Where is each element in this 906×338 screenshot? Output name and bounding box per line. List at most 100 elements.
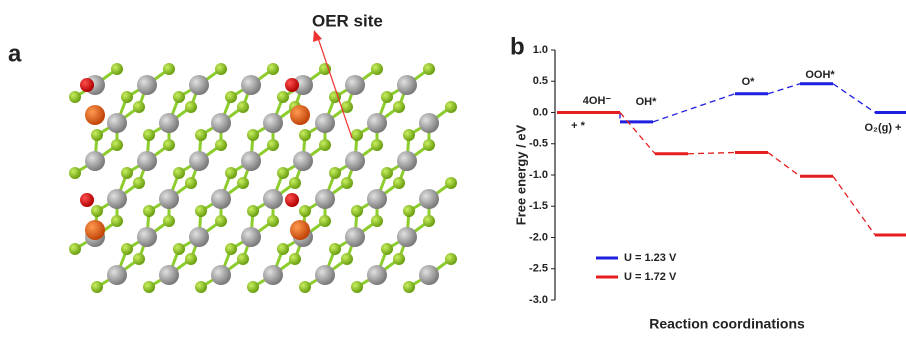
atom [393,253,405,265]
atom [195,129,207,141]
atom [237,101,249,113]
atom [211,265,231,285]
atom [371,139,383,151]
atom [133,253,145,265]
atom [121,91,133,103]
atom [299,281,311,293]
atom [397,75,417,95]
atom [185,177,197,189]
atom [211,189,231,209]
atom [345,75,365,95]
connector [833,176,875,235]
atom [173,91,185,103]
atom [241,227,261,247]
atom [319,215,331,227]
atom [143,205,155,217]
atom [345,151,365,171]
atom [351,281,363,293]
connector [768,84,800,94]
atom [159,113,179,133]
atom [241,151,261,171]
atom [371,63,383,75]
atom [289,177,301,189]
atom [185,101,197,113]
atom [403,129,415,141]
atom [91,281,103,293]
x-axis-label: Reaction coordinations [649,316,805,332]
atom [195,205,207,217]
atom [111,139,123,151]
y-tick-label: -3.0 [529,294,548,306]
atom [225,167,237,179]
atom [85,105,105,125]
y-tick-label: -1.0 [529,169,548,181]
atom [285,193,299,207]
atom [159,265,179,285]
legend-label: U = 1.72 V [624,271,677,283]
state-label: 4OH⁻ [583,95,612,107]
atom [237,253,249,265]
atom [111,215,123,227]
atom [367,113,387,133]
y-tick-label: -1.5 [529,200,548,212]
atom [189,151,209,171]
atom [299,129,311,141]
atom [91,129,103,141]
atom [163,215,175,227]
atom [247,205,259,217]
atom [341,177,353,189]
atom [237,177,249,189]
atom [277,167,289,179]
atom [189,75,209,95]
atom [367,189,387,209]
atom [319,139,331,151]
atom [133,101,145,113]
atom [403,281,415,293]
atom [215,139,227,151]
atom [351,129,363,141]
atom [241,75,261,95]
atom [423,63,435,75]
atom [381,243,393,255]
atom [419,265,439,285]
atom [69,91,81,103]
atom [247,281,259,293]
atom [290,105,310,125]
atom [267,215,279,227]
y-tick-label: -2.5 [529,263,548,275]
atom [85,151,105,171]
atom [215,63,227,75]
y-tick-label: -2.0 [529,231,548,243]
atom [329,167,341,179]
atom [329,243,341,255]
atom [163,139,175,151]
atom [143,281,155,293]
atom [445,101,457,113]
atom [107,113,127,133]
atom [173,243,185,255]
atom [163,63,175,75]
atom [315,265,335,285]
atom [293,151,313,171]
atom [263,189,283,209]
atom [159,189,179,209]
state-label: OOH* [805,69,835,81]
connector [688,153,735,154]
annotation: OER site [312,11,383,30]
connector [833,84,875,113]
connector [620,113,655,154]
atom [107,189,127,209]
y-axis-label: Free energy / eV [513,124,528,225]
atom [319,63,331,75]
atom [215,215,227,227]
atom [423,139,435,151]
atom [80,193,94,207]
panel-label: a [8,40,22,67]
atom [393,101,405,113]
y-tick-label: 0.5 [533,75,548,87]
atom [423,215,435,227]
atom [80,78,94,92]
atom [445,177,457,189]
atom [121,167,133,179]
atom [315,113,335,133]
